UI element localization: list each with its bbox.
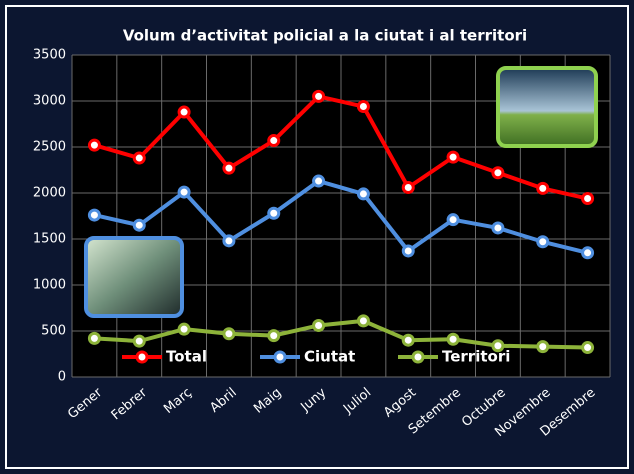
data-point [177,105,191,119]
data-point [312,89,326,103]
data-point [446,213,460,227]
data-point [222,161,236,175]
data-point [177,322,191,336]
data-point [356,100,370,114]
frame [5,5,629,469]
series-line [93,94,589,201]
y-tick-label: 0 [58,370,66,385]
data-point [536,181,550,195]
y-tick-label: 1500 [33,232,66,247]
data-point [87,331,101,345]
data-point [356,314,370,328]
series-line [94,318,588,350]
data-point [581,246,595,260]
y-tick-label: 2500 [33,140,66,155]
data-point [177,185,191,199]
data-point [267,206,281,220]
y-tick-label: 500 [41,324,66,339]
y-tick-label: 3500 [33,48,66,63]
decor-image [84,236,184,318]
data-point [356,187,370,201]
y-tick-label: 3000 [33,94,66,109]
series-line [93,179,589,255]
data-point [581,341,595,355]
legend-label: Total [166,348,207,366]
legend-marker [411,350,425,364]
data-point [401,180,415,194]
data-point [222,327,236,341]
legend-label: Ciutat [304,348,355,366]
legend-marker [273,350,287,364]
data-point [132,218,146,232]
data-point [312,174,326,188]
data-point [222,234,236,248]
data-point [491,221,505,235]
data-point [312,318,326,332]
decor-image [496,66,598,148]
data-point [87,208,101,222]
data-point [536,235,550,249]
legend-label: Territori [442,348,510,366]
data-point [132,151,146,165]
data-point [491,166,505,180]
y-tick-label: 1000 [33,278,66,293]
chart-title: Volum d’activitat policial a la ciutat i… [123,27,527,45]
data-point [267,329,281,343]
data-point [401,244,415,258]
data-point [581,192,595,206]
legend-marker [135,350,149,364]
data-point [267,134,281,148]
y-tick-label: 2000 [33,186,66,201]
data-point [491,339,505,353]
data-point [536,340,550,354]
data-point [446,150,460,164]
data-point [401,333,415,347]
data-point [446,332,460,346]
data-point [87,138,101,152]
data-point [132,334,146,348]
